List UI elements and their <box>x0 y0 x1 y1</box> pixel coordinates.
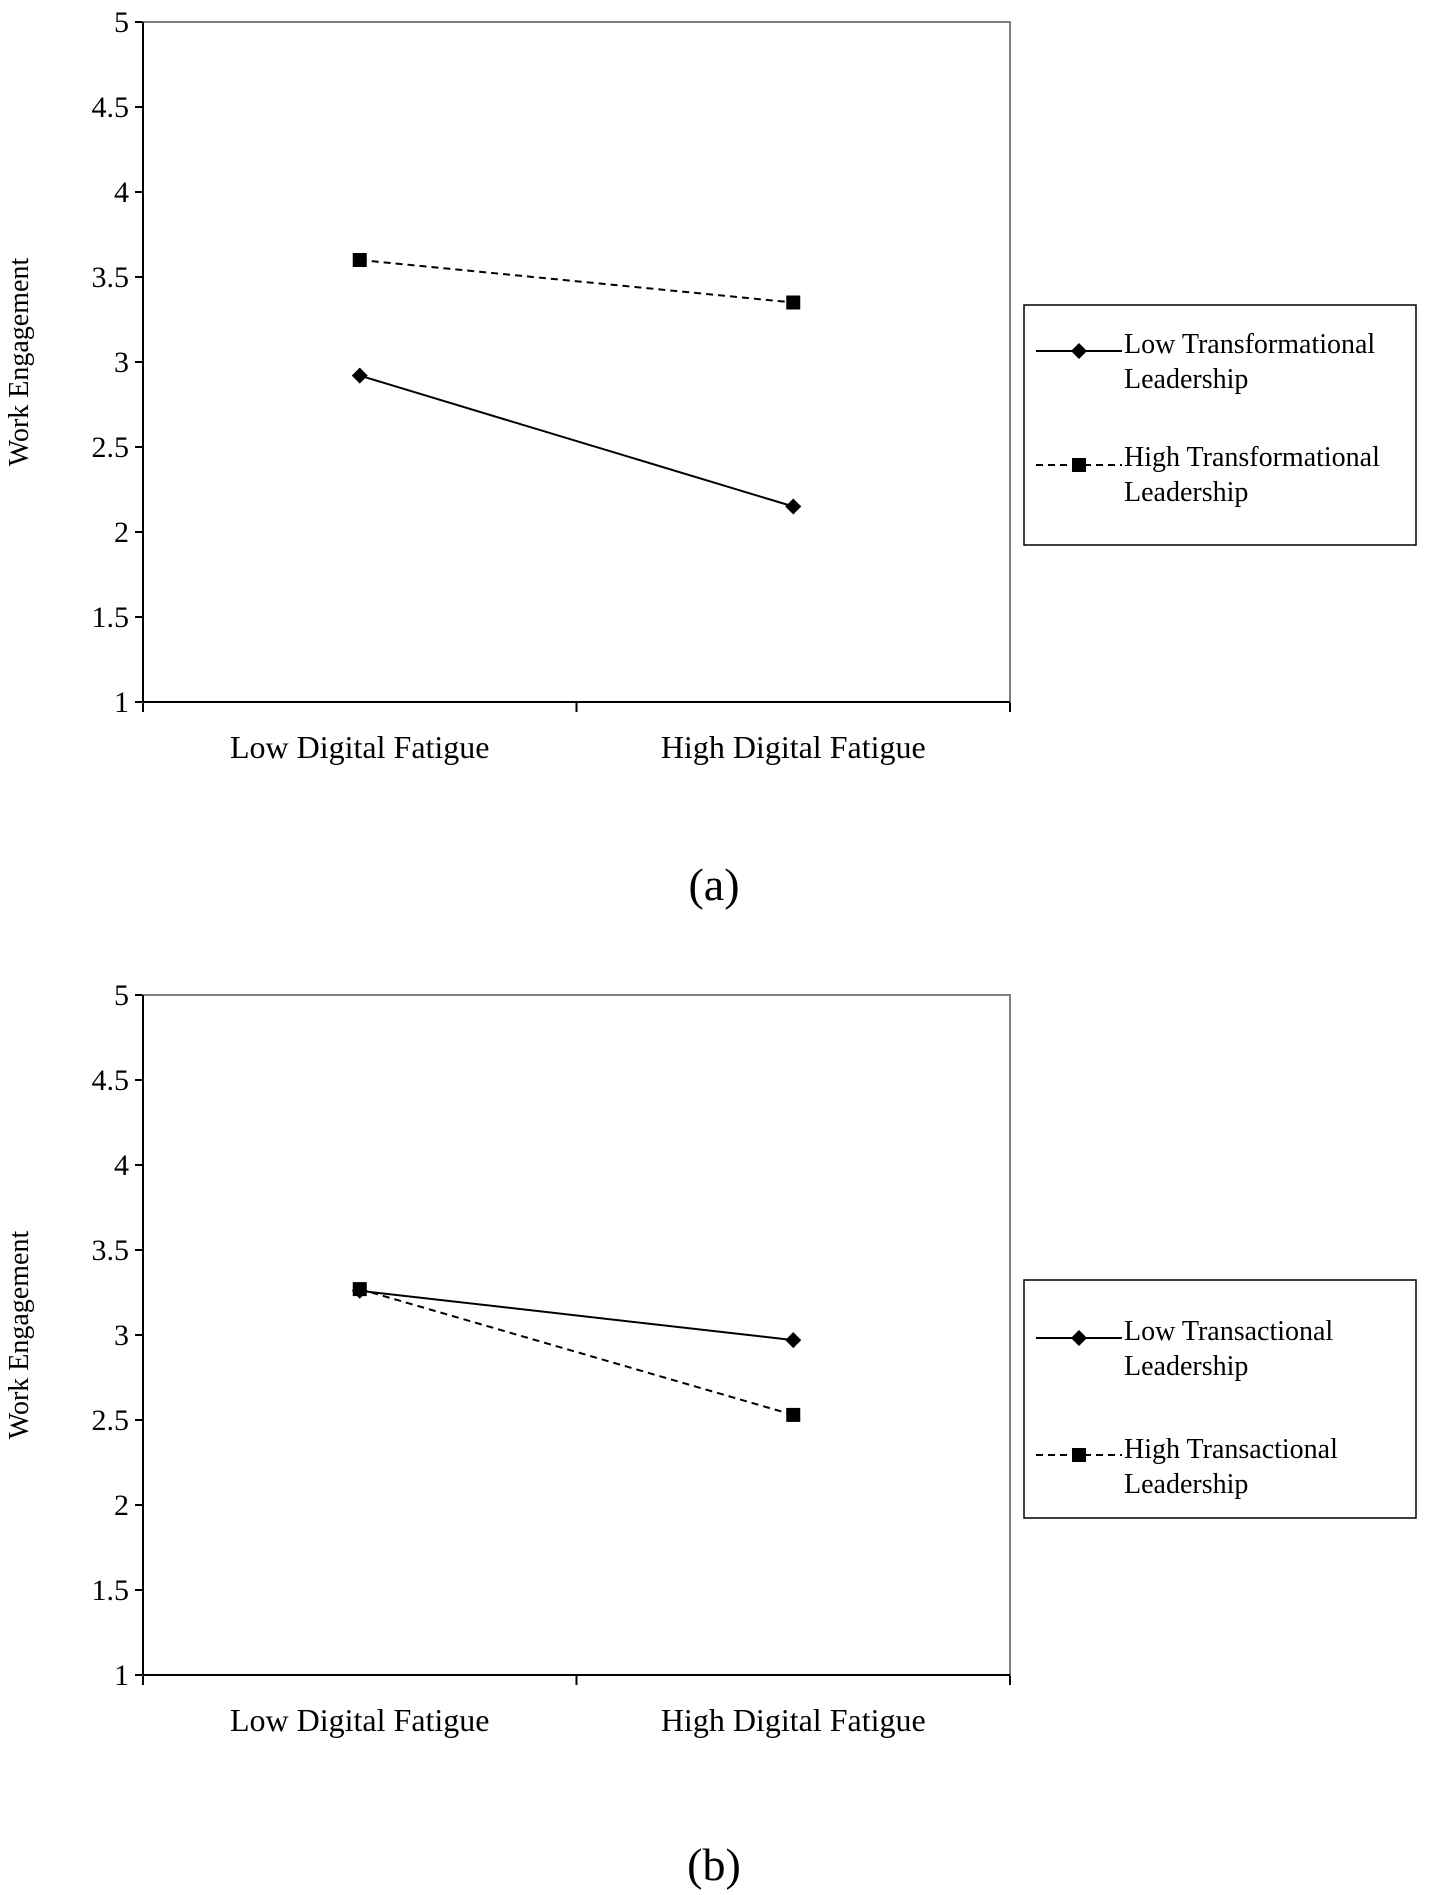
panel-label: (a) <box>688 859 739 910</box>
y-tick-group: 1 1.5 2 2.5 3 3.5 4 4.5 5 <box>92 6 143 719</box>
y-tick-label: 4.5 <box>92 1064 130 1097</box>
y-tick-label: 5 <box>114 979 129 1012</box>
y-tick-label: 1 <box>114 686 129 719</box>
plot-area <box>142 21 1011 703</box>
plot-frame <box>142 994 1011 1676</box>
legend-marker-2 <box>1072 1448 1086 1462</box>
x-category-group: Low Digital Fatigue High Digital Fatigue <box>142 702 1011 765</box>
y-tick-label: 2 <box>114 1489 129 1522</box>
chart-panel-a: 1 1.5 2 2.5 3 3.5 4 4.5 5 Low Digital Fatigue Hig… <box>4 6 1417 910</box>
series-2-point <box>352 253 367 267</box>
chart-panel-b: 1 1.5 2 2.5 3 3.5 4 4.5 5 Low Digital Fatigue Hig… <box>4 979 1417 1890</box>
series-2-point <box>352 1282 367 1297</box>
series-line-2 <box>359 1288 794 1416</box>
legend-marker-1 <box>1071 1330 1087 1346</box>
y-tick-label: 3 <box>114 346 129 379</box>
y-tick-label: 1.5 <box>92 601 130 634</box>
panel-label: (b) <box>687 1839 741 1890</box>
x-category-label: High Digital Fatigue <box>661 729 926 765</box>
series-1-point <box>351 367 368 384</box>
legend-label-2: Leadership <box>1124 477 1248 508</box>
y-tick-label: 5 <box>114 6 129 39</box>
legend: Low Transformational Leadership High Trans… <box>1023 304 1417 546</box>
y-tick-label: 2.5 <box>92 1404 130 1437</box>
series-1-point <box>785 1332 802 1349</box>
series-line-2 <box>359 259 794 304</box>
y-tick-label: 4 <box>114 1149 129 1182</box>
legend-marker-1 <box>1071 343 1087 359</box>
y-axis-title: Work Engagement <box>4 1231 35 1440</box>
y-tick-label: 4 <box>114 176 129 209</box>
y-tick-label: 2 <box>114 516 129 549</box>
x-category-label: Low Digital Fatigue <box>230 1702 490 1738</box>
y-tick-label: 3 <box>114 1319 129 1352</box>
series-line-1 <box>359 374 794 508</box>
legend-box <box>1023 304 1417 546</box>
series-1-point <box>785 498 802 515</box>
y-tick-label: 1 <box>114 1659 129 1692</box>
y-tick-label: 3.5 <box>92 261 130 294</box>
x-category-label: High Digital Fatigue <box>661 1702 926 1738</box>
y-tick-label: 4.5 <box>92 91 130 124</box>
legend-label-1: Leadership <box>1124 1351 1248 1382</box>
legend-box <box>1023 1279 1417 1519</box>
legend: Low Transactional Leadership High Transact… <box>1023 1279 1417 1519</box>
plot-frame <box>142 21 1011 703</box>
series-2-point <box>786 1407 801 1422</box>
y-tick-group: 1 1.5 2 2.5 3 3.5 4 4.5 5 <box>92 979 143 1692</box>
legend-label-2: High Transactional <box>1124 1434 1338 1465</box>
legend-label-1: Low Transformational <box>1124 329 1375 360</box>
y-tick-label: 2.5 <box>92 431 130 464</box>
x-category-group: Low Digital Fatigue High Digital Fatigue <box>142 1675 1011 1738</box>
legend-label-1: Low Transactional <box>1124 1316 1333 1347</box>
series-2-point <box>786 295 801 310</box>
y-tick-label: 1.5 <box>92 1574 130 1607</box>
y-tick-label: 3.5 <box>92 1234 130 1267</box>
legend-label-1: Leadership <box>1124 364 1248 395</box>
series-line-1 <box>359 1289 794 1342</box>
y-axis-title: Work Engagement <box>4 258 35 467</box>
plot-area <box>142 994 1011 1676</box>
legend-marker-2 <box>1072 458 1086 472</box>
legend-label-2: Leadership <box>1124 1469 1248 1500</box>
legend-label-2: High Transformational <box>1124 442 1380 473</box>
x-category-label: Low Digital Fatigue <box>230 729 490 765</box>
